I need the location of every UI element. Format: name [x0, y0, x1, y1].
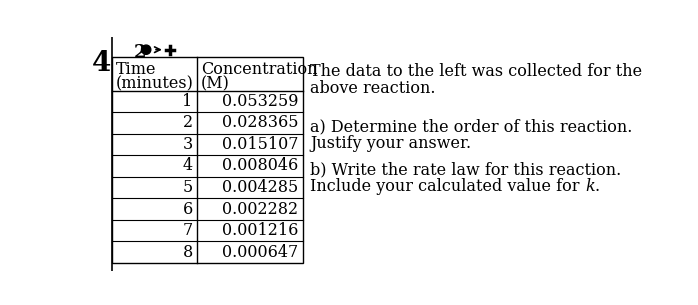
Text: 5: 5: [182, 179, 193, 196]
Text: 2: 2: [134, 44, 147, 62]
Text: 1: 1: [182, 93, 193, 110]
Text: a) Determine the order of this reaction.: a) Determine the order of this reaction.: [311, 118, 633, 135]
Text: 0.004285: 0.004285: [222, 179, 298, 196]
Text: 8: 8: [182, 244, 193, 261]
Text: 2: 2: [182, 114, 193, 131]
Text: 4: 4: [92, 50, 111, 77]
Text: 0.000647: 0.000647: [222, 244, 298, 261]
Text: 0.008046: 0.008046: [222, 157, 298, 174]
Text: 0.001216: 0.001216: [222, 222, 298, 239]
Text: 4: 4: [182, 157, 193, 174]
Text: 0.028365: 0.028365: [221, 114, 298, 131]
Text: b) Write the rate law for this reaction.: b) Write the rate law for this reaction.: [311, 161, 622, 178]
Text: 6: 6: [182, 201, 193, 217]
Text: 0.053259: 0.053259: [221, 93, 298, 110]
Text: Concentration: Concentration: [201, 61, 318, 78]
Bar: [112, 57, 303, 263]
Text: 0.002282: 0.002282: [222, 201, 298, 217]
Text: Time: Time: [116, 61, 156, 78]
Text: above reaction.: above reaction.: [311, 80, 436, 97]
Text: 7: 7: [182, 222, 193, 239]
Text: k: k: [585, 178, 595, 195]
Text: Justify your answer.: Justify your answer.: [311, 135, 472, 152]
Text: (minutes): (minutes): [116, 75, 194, 92]
Circle shape: [142, 45, 151, 54]
Text: Include your calculated value for: Include your calculated value for: [311, 178, 585, 195]
Text: .: .: [595, 178, 600, 195]
Text: 0.015107: 0.015107: [221, 136, 298, 153]
Text: The data to the left was collected for the: The data to the left was collected for t…: [311, 63, 643, 80]
Text: 3: 3: [182, 136, 193, 153]
Text: (M): (M): [201, 75, 230, 92]
